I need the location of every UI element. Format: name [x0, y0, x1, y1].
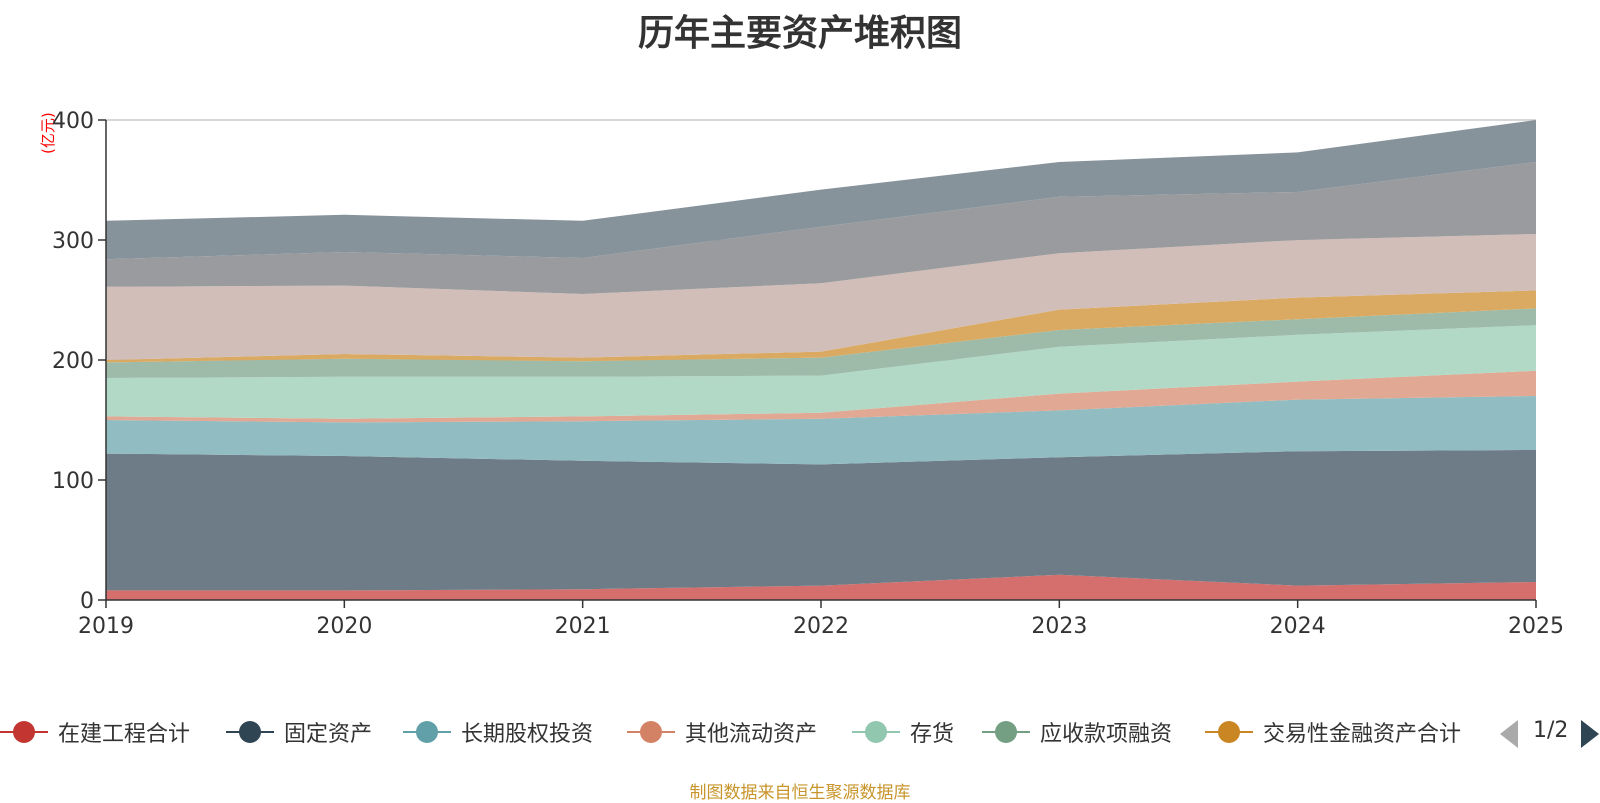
- area-series-3: [106, 370, 1536, 423]
- legend-item-3[interactable]: 其他流动资产: [627, 712, 817, 752]
- area-series-2: [106, 396, 1536, 465]
- legend-pager: 1/2: [1500, 714, 1600, 750]
- x-tick-label-5: 2024: [1270, 614, 1326, 639]
- area-series-8: [106, 162, 1536, 294]
- legend-marker-icon: [403, 719, 451, 745]
- area-series-6: [106, 290, 1536, 363]
- area-series-5: [106, 308, 1536, 378]
- x-tick-label-0: 2019: [78, 614, 134, 639]
- legend-page-indicator: 1/2: [1533, 718, 1569, 743]
- legend-item-4[interactable]: 存货: [852, 712, 954, 752]
- legend-prev-page-icon[interactable]: [1500, 720, 1518, 748]
- stacked-area-chart: 0 100 200 300 400 2019 2020 2021 2022 2023 2024 202…: [52, 109, 1564, 639]
- legend-marker-icon: [0, 719, 48, 745]
- legend-label: 应收款项融资: [1040, 722, 1173, 747]
- source-note: 制图数据来自恒生聚源数据库: [689, 783, 911, 803]
- area-series-0: [106, 574, 1536, 600]
- legend-label: 交易性金融资产合计: [1263, 722, 1462, 747]
- legend-marker-icon: [226, 719, 274, 745]
- area-series-1: [106, 450, 1536, 591]
- legend-marker-icon: [982, 719, 1030, 745]
- x-tick-label-4: 2023: [1031, 614, 1087, 639]
- legend-item-2[interactable]: 长期股权投资: [403, 712, 593, 752]
- legend-item-6[interactable]: 交易性金融资产合计: [1205, 712, 1461, 752]
- y-tick-label-1: 100: [52, 469, 94, 494]
- legend-next-page-icon[interactable]: [1581, 720, 1599, 748]
- legend-label: 长期股权投资: [461, 722, 594, 747]
- y-tick-label-3: 300: [52, 229, 94, 254]
- area-series-9: [106, 120, 1536, 260]
- y-tick-label-4: 400: [52, 109, 94, 134]
- legend: 在建工程合计 固定资产 长期股权投资 其他流动资产 存货 应收款项融资 交易性金融资产合计: [0, 712, 1600, 752]
- axis-layer: 0 100 200 300 400 2019 2020 2021 2022 2023 2024 202…: [52, 109, 1564, 639]
- legend-label: 在建工程合计: [58, 722, 191, 747]
- y-tick-label-2: 200: [52, 349, 94, 374]
- legend-marker-icon: [852, 719, 900, 745]
- area-series-7: [106, 234, 1536, 360]
- area-series-4: [106, 325, 1536, 419]
- x-tick-label-6: 2025: [1508, 614, 1564, 639]
- legend-label: 其他流动资产: [685, 722, 818, 747]
- chart-title: 历年主要资产堆积图: [637, 13, 962, 54]
- x-tick-label-3: 2022: [793, 614, 849, 639]
- legend-label: 固定资产: [284, 722, 373, 747]
- x-tick-label-2: 2021: [555, 614, 611, 639]
- legend-marker-icon: [627, 719, 675, 745]
- y-tick-label-0: 0: [80, 589, 94, 614]
- legend-item-5[interactable]: 应收款项融资: [982, 712, 1172, 752]
- legend-marker-icon: [1205, 719, 1253, 745]
- area-layer: [106, 120, 1536, 600]
- legend-item-0[interactable]: 在建工程合计: [0, 712, 190, 752]
- legend-item-1[interactable]: 固定资产: [226, 712, 372, 752]
- x-tick-label-1: 2020: [316, 614, 372, 639]
- legend-label: 存货: [910, 722, 955, 747]
